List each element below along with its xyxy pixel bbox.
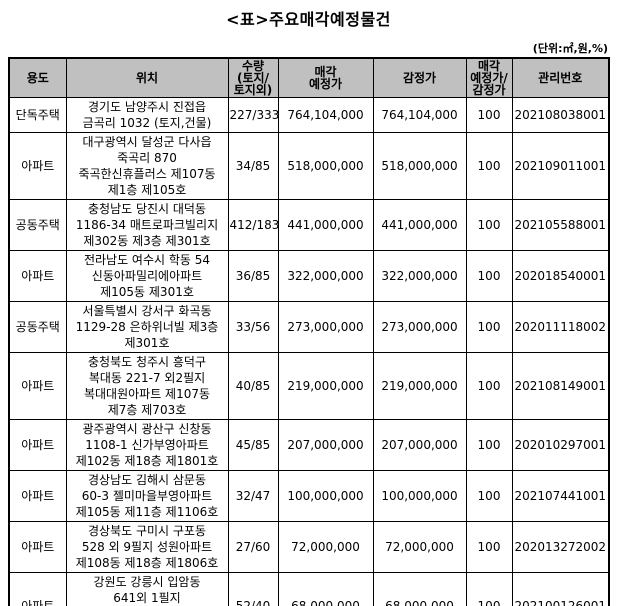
cell-ratio: 100 [465, 470, 513, 522]
cell-management-no: 202105588001 [511, 199, 610, 251]
table-row: 아파트 경상남도 김해시 삼문동 60-3 젤미마을부영아파트 제105동 제1… [8, 470, 610, 522]
cell-ratio: 100 [465, 301, 513, 353]
cell-management-no: 202013272002 [511, 521, 610, 573]
cell-management-no: 202109011001 [511, 132, 610, 200]
cell-location: 경상북도 구미시 구포동 528 외 9필지 성원아파트 제108동 제18층 … [65, 521, 229, 573]
cell-management-no: 202018540001 [511, 250, 610, 302]
cell-usage: 단독주택 [8, 97, 67, 133]
table-body: 단독주택 경기도 남양주시 진접읍 금곡리 1032 (토지,건물) 227/3… [8, 97, 610, 606]
table-header-row: 용도 위치 수량 (토지/ 토지외) 매각 예정가 감정가 매각 예정가/ 감정… [8, 57, 610, 98]
cell-location: 대구광역시 달성군 다사읍 죽곡리 870 죽곡한신휴플러스 제107동 제1층… [65, 132, 229, 200]
cell-location: 경상남도 김해시 삼문동 60-3 젤미마을부영아파트 제105동 제11층 제… [65, 470, 229, 522]
cell-ratio: 100 [465, 521, 513, 573]
cell-usage: 공동주택 [8, 301, 67, 353]
cell-quantity: 36/85 [227, 250, 279, 302]
cell-quantity: 227/333 [227, 97, 279, 133]
table-row: 아파트 경상북도 구미시 구포동 528 외 9필지 성원아파트 제108동 제… [8, 521, 610, 573]
cell-sale-price: 764,104,000 [277, 97, 374, 133]
cell-location: 충청북도 청주시 흥덕구 복대동 221-7 외2필지 복대대원아파트 제107… [65, 352, 229, 420]
cell-ratio: 100 [465, 97, 513, 133]
table-row: 아파트 광주광역시 광산구 신창동 1108-1 신가부영아파트 제102동 제… [8, 419, 610, 471]
cell-appraisal-price: 68,000,000 [372, 572, 467, 606]
cell-appraisal-price: 764,104,000 [372, 97, 467, 133]
cell-quantity: 412/183 [227, 199, 279, 251]
cell-quantity: 52/40 [227, 572, 279, 606]
cell-sale-price: 273,000,000 [277, 301, 374, 353]
header-management-no: 관리번호 [511, 57, 610, 98]
cell-location: 경기도 남양주시 진접읍 금곡리 1032 (토지,건물) [65, 97, 229, 133]
cell-usage: 아파트 [8, 250, 67, 302]
cell-ratio: 100 [465, 352, 513, 420]
cell-quantity: 33/56 [227, 301, 279, 353]
page-title: <표>주요매각예정물건 [226, 10, 391, 29]
cell-appraisal-price: 441,000,000 [372, 199, 467, 251]
cell-sale-price: 441,000,000 [277, 199, 374, 251]
table-row: 공동주택 서울특별시 강서구 화곡동 1129-28 은하위너빌 제3층 제30… [8, 301, 610, 353]
cell-appraisal-price: 518,000,000 [372, 132, 467, 200]
cell-quantity: 27/60 [227, 521, 279, 573]
cell-ratio: 100 [465, 572, 513, 606]
cell-appraisal-price: 273,000,000 [372, 301, 467, 353]
cell-appraisal-price: 322,000,000 [372, 250, 467, 302]
cell-location: 전라남도 여수시 학동 54 신동아파밀리에아파트 제105동 제301호 [65, 250, 229, 302]
cell-quantity: 40/85 [227, 352, 279, 420]
unit-note: (단위:㎡,원,%) [532, 42, 608, 55]
table-row: 아파트 전라남도 여수시 학동 54 신동아파밀리에아파트 제105동 제301… [8, 250, 610, 302]
cell-ratio: 100 [465, 132, 513, 200]
header-appraisal-price: 감정가 [372, 57, 467, 98]
table-row: 아파트 충청북도 청주시 흥덕구 복대동 221-7 외2필지 복대대원아파트 … [8, 352, 610, 420]
cell-location: 강원도 강릉시 입암동 641외 1필지 입암주공아파트 제110동 제5층 제… [65, 572, 229, 606]
cell-usage: 공동주택 [8, 199, 67, 251]
header-ratio: 매각 예정가/ 감정가 [465, 57, 513, 98]
cell-management-no: 202010297001 [511, 419, 610, 471]
cell-usage: 아파트 [8, 419, 67, 471]
table-row: 아파트 대구광역시 달성군 다사읍 죽곡리 870 죽곡한신휴플러스 제107동… [8, 132, 610, 200]
cell-usage: 아파트 [8, 132, 67, 200]
cell-ratio: 100 [465, 250, 513, 302]
cell-usage: 아파트 [8, 572, 67, 606]
cell-management-no: 202108149001 [511, 352, 610, 420]
cell-sale-price: 72,000,000 [277, 521, 374, 573]
cell-sale-price: 207,000,000 [277, 419, 374, 471]
header-usage: 용도 [8, 57, 67, 98]
cell-location: 광주광역시 광산구 신창동 1108-1 신가부영아파트 제102동 제18층 … [65, 419, 229, 471]
cell-usage: 아파트 [8, 521, 67, 573]
cell-management-no: 202011118002 [511, 301, 610, 353]
cell-sale-price: 219,000,000 [277, 352, 374, 420]
cell-quantity: 45/85 [227, 419, 279, 471]
cell-ratio: 100 [465, 199, 513, 251]
cell-ratio: 100 [465, 419, 513, 471]
table-row: 단독주택 경기도 남양주시 진접읍 금곡리 1032 (토지,건물) 227/3… [8, 97, 610, 133]
cell-appraisal-price: 219,000,000 [372, 352, 467, 420]
table-row: 아파트 강원도 강릉시 입암동 641외 1필지 입암주공아파트 제110동 제… [8, 572, 610, 606]
cell-appraisal-price: 100,000,000 [372, 470, 467, 522]
cell-management-no: 202108038001 [511, 97, 610, 133]
cell-usage: 아파트 [8, 470, 67, 522]
cell-management-no: 202107441001 [511, 470, 610, 522]
cell-sale-price: 100,000,000 [277, 470, 374, 522]
header-quantity: 수량 (토지/ 토지외) [227, 57, 279, 98]
cell-appraisal-price: 72,000,000 [372, 521, 467, 573]
cell-management-no: 202100126001 [511, 572, 610, 606]
cell-sale-price: 518,000,000 [277, 132, 374, 200]
cell-sale-price: 68,000,000 [277, 572, 374, 606]
cell-appraisal-price: 207,000,000 [372, 419, 467, 471]
table-row: 공동주택 충청남도 당진시 대덕동 1186-34 매트로파크빌리지 제302동… [8, 199, 610, 251]
cell-location: 서울특별시 강서구 화곡동 1129-28 은하위너빌 제3층 제301호 [65, 301, 229, 353]
auction-items-table: 용도 위치 수량 (토지/ 토지외) 매각 예정가 감정가 매각 예정가/ 감정… [8, 57, 610, 606]
cell-quantity: 32/47 [227, 470, 279, 522]
header-location: 위치 [65, 57, 229, 98]
cell-sale-price: 322,000,000 [277, 250, 374, 302]
header-sale-price: 매각 예정가 [277, 57, 374, 98]
cell-quantity: 34/85 [227, 132, 279, 200]
cell-usage: 아파트 [8, 352, 67, 420]
cell-location: 충청남도 당진시 대덕동 1186-34 매트로파크빌리지 제302동 제3층 … [65, 199, 229, 251]
